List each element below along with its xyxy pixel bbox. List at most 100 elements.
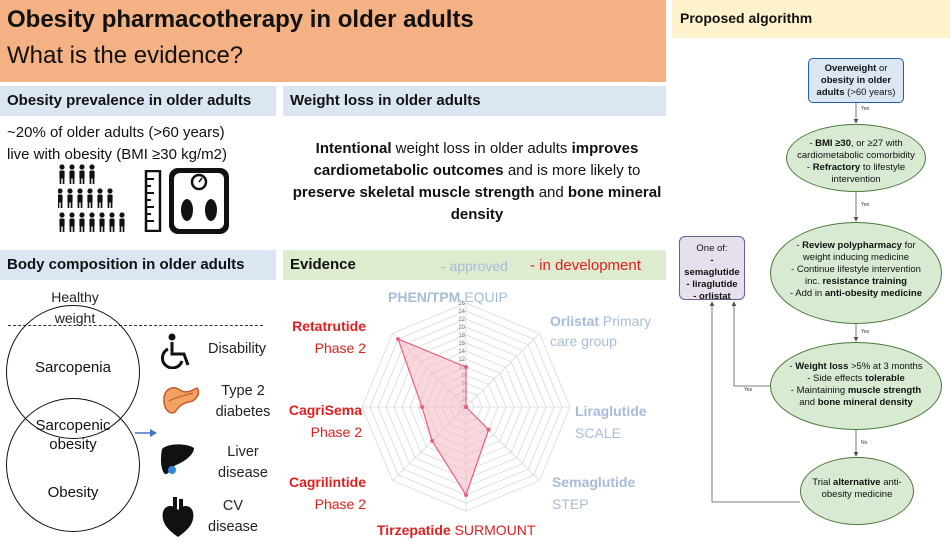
bold: muscle strength: [847, 385, 922, 396]
sarcopenic-obesity-label: Sarcopenic obesity: [35, 417, 111, 453]
radar-chart: 02468101214161820222426: [361, 301, 571, 512]
trial-name: EQUIP: [464, 289, 508, 305]
bold: BMI ≥30: [815, 138, 851, 149]
wl-text-6: and: [534, 184, 568, 201]
radar-label-cagrisema: CagriSema Phase 2: [276, 399, 362, 443]
algorithm-start-box: Overweight or obesity in older adults (>…: [808, 58, 904, 103]
bold: bone mineral density: [817, 397, 913, 408]
action-line-5: - Add in anti-obesity medicine: [785, 288, 927, 300]
bold: tolerable: [865, 373, 905, 384]
text: -: [809, 138, 816, 149]
trial-name: Phase 2: [314, 496, 366, 512]
radar-point: [486, 427, 491, 432]
text: -: [796, 240, 803, 251]
evidence-heading: Evidence: [283, 250, 666, 280]
people-group-icon: [58, 164, 125, 232]
radar-tick-label: 16: [458, 341, 465, 347]
alt-item: - orlistat: [693, 291, 731, 302]
radar-tick-label: 22: [458, 317, 465, 323]
trial-name: SURMOUNT: [454, 522, 536, 538]
wl-improves: improves cardiometabolic outcomes: [313, 140, 639, 179]
start-text-1: or: [876, 63, 888, 74]
drug-name: Cagrilintide: [288, 474, 366, 490]
sarcopenia-label: Sarcopenia: [35, 359, 111, 376]
legend-approved: - approved: [441, 258, 508, 274]
wl-text-4: and is more likely to: [503, 162, 641, 179]
text: inc.: [805, 276, 823, 287]
body-composition-heading: Body composition in older adults: [0, 250, 276, 280]
page-subtitle: What is the evidence?: [7, 42, 244, 69]
review-line-3: - Maintaining muscle strength: [781, 385, 931, 397]
text: and: [799, 397, 818, 408]
trial-name: SCALE: [575, 425, 621, 441]
radar-label-semaglutide: Semaglutide STEP: [552, 471, 635, 515]
review-line-1: - Weight loss >5% at 3 months: [781, 361, 931, 373]
radar-point: [464, 365, 468, 369]
bold: Review polypharmacy: [802, 240, 902, 251]
criteria-line-4: intervention: [831, 174, 881, 185]
drug-name: Tirzepatide: [377, 522, 451, 538]
drug-name: Retatrutide: [292, 318, 366, 334]
weight-loss-heading: Weight loss in older adults: [283, 86, 666, 116]
bathroom-scale-icon: [169, 168, 229, 234]
text: >5% at 3 months: [848, 361, 923, 372]
yes-label-1: Yes: [861, 106, 870, 112]
yes-label-2: Yes: [861, 202, 870, 208]
radar-label-orlistat: Orlistat Primary care group: [550, 311, 666, 351]
algorithm-heading: Proposed algorithm: [672, 0, 950, 38]
arrow-right-icon: [135, 429, 157, 437]
text: - Maintaining: [790, 385, 848, 396]
radar-label-cagrilintide: Cagrilintide Phase 2: [280, 471, 366, 515]
heart-icon: [162, 497, 194, 537]
bold: anti-obesity medicine: [824, 288, 922, 299]
radar-tick-label: 24: [458, 309, 465, 315]
trial-name: Phase 2: [310, 424, 362, 440]
radar-point: [464, 493, 468, 497]
pancreas-icon: [163, 387, 200, 414]
title-banner: [0, 0, 666, 82]
drug-name: CagriSema: [288, 402, 362, 418]
wl-text-2: weight loss in older adults: [391, 140, 572, 157]
radar-point: [464, 405, 468, 409]
text: - Add in: [790, 288, 825, 299]
trial-name: Phase 2: [314, 340, 366, 356]
bold: Weight loss: [795, 361, 849, 372]
radar-label-liraglutide: Liraglutide SCALE: [575, 400, 647, 444]
legend-in-development: - in development: [530, 257, 641, 274]
drug-name: PHEN/TPM: [388, 289, 461, 305]
wl-bone: bone mineral density: [450, 184, 662, 223]
action-line-2: weight inducing medicine: [802, 252, 910, 263]
bold: Refractory: [812, 162, 861, 173]
criteria-line-3: - Refractory to lifestyle: [797, 162, 915, 174]
radar-spoke: [465, 333, 540, 408]
radar-tick-label: 26: [458, 301, 465, 307]
healthy-divider: [8, 325, 263, 326]
algorithm-action-box: - Review polypharmacy for weight inducin…: [770, 222, 942, 324]
prevalence-line-2: live with obesity (BMI ≥30 kg/m2): [7, 146, 227, 163]
criteria-line-2: cardiometabolic comorbidity: [797, 150, 915, 161]
liver-icon: [161, 444, 194, 475]
radar-series: [396, 337, 491, 497]
criteria-line-1: - BMI ≥30, or ≥27 with: [797, 138, 915, 150]
no-label: No: [861, 440, 868, 446]
condition-cv-disease: CV disease: [208, 498, 258, 535]
radar-point: [396, 337, 401, 342]
start-bold-1: Overweight: [824, 63, 877, 74]
obesity-circle: [6, 398, 140, 532]
weight-loss-text: Intentional weight loss in older adults …: [288, 138, 666, 226]
condition-liver-disease: Liver disease: [218, 444, 268, 481]
action-line-4: inc. resistance training: [785, 276, 927, 288]
start-text-2: (>60 years): [844, 87, 896, 98]
radar-label-tirzepatide: Tirzepatide SURMOUNT: [377, 522, 535, 538]
algorithm-review-box: - Weight loss >5% at 3 months - Side eff…: [770, 342, 942, 430]
bold: alternative: [833, 477, 881, 488]
obesity-label: Obesity: [47, 484, 99, 501]
radar-point: [430, 438, 435, 443]
algorithm-alternative-box: Trial alternative anti-obesity medicine: [800, 457, 914, 525]
radar-tick-label: 14: [458, 349, 465, 355]
review-line-2: - Side effects tolerable: [781, 373, 931, 385]
alternative-drugs-box: One of: - semaglutide - liraglutide - or…: [679, 236, 745, 302]
algorithm-criteria-box: - BMI ≥30, or ≥27 with cardiometabolic c…: [786, 124, 926, 192]
wl-intentional: Intentional: [315, 140, 392, 157]
text: Trial: [812, 477, 834, 488]
